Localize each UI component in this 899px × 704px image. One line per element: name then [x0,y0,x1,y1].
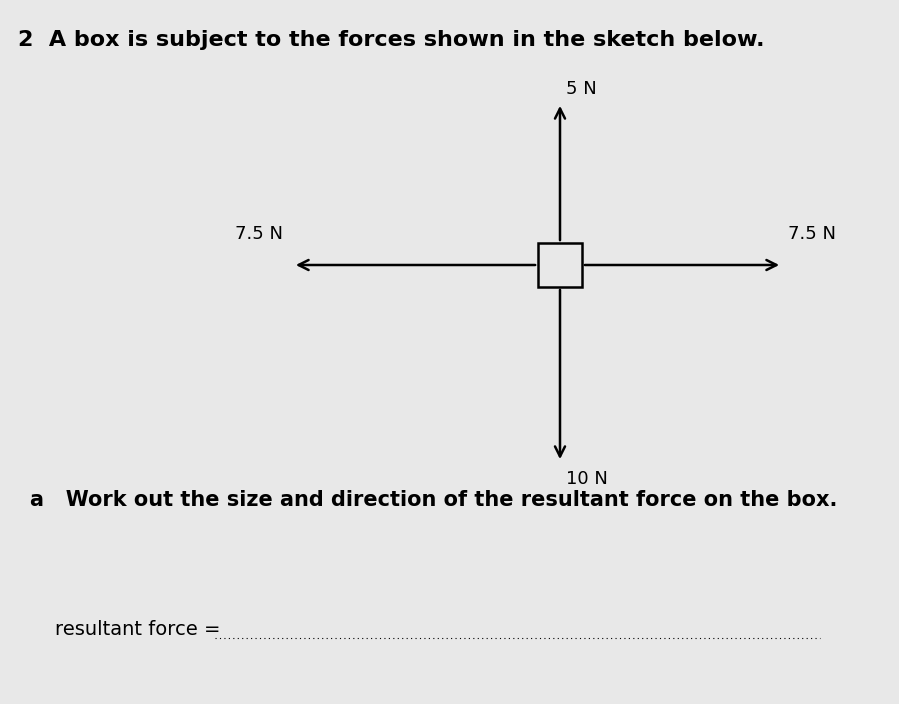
Bar [538,243,582,287]
Text: resultant force =: resultant force = [55,620,220,639]
Text: 7.5 N: 7.5 N [788,225,836,243]
Text: a   Work out the size and direction of the resultant force on the box.: a Work out the size and direction of the… [30,490,837,510]
Text: 2  A box is subject to the forces shown in the sketch below.: 2 A box is subject to the forces shown i… [18,30,764,50]
Text: 10 N: 10 N [566,470,608,488]
Text: 7.5 N: 7.5 N [235,225,283,243]
Text: 5 N: 5 N [566,80,597,98]
